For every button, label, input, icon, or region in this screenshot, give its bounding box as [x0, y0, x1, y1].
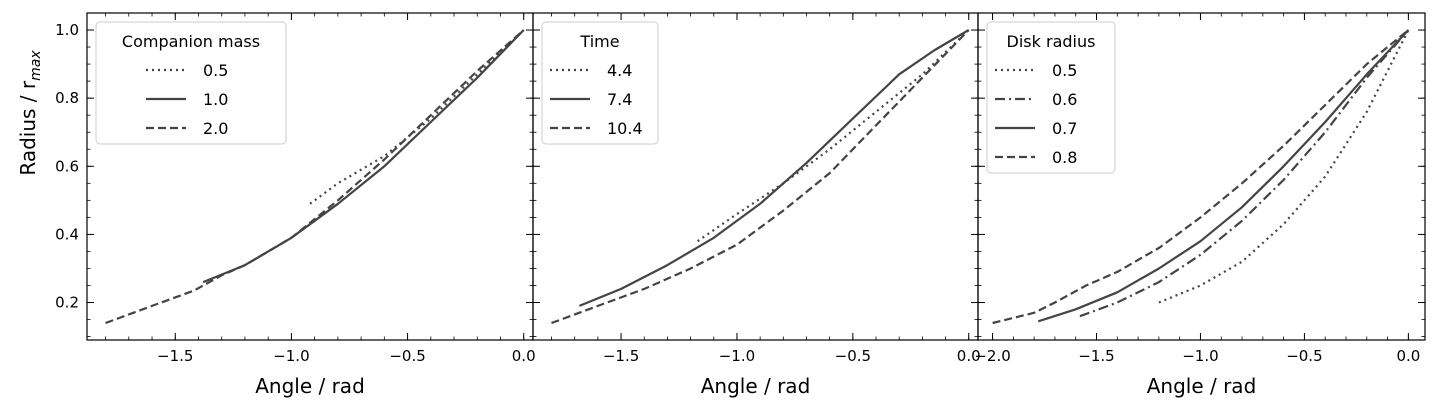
x-axis-title: Angle / rad — [701, 374, 811, 398]
series-line-2 — [105, 29, 525, 325]
x-tick-label: −1.0 — [273, 347, 309, 365]
x-tick-label: −0.5 — [389, 347, 425, 365]
y-tick-label: 0.8 — [55, 89, 79, 107]
legend-title: Companion mass — [122, 32, 260, 51]
legend-box — [95, 21, 287, 145]
y-axis-title-main: Radius / r — [16, 80, 40, 176]
legend-label-1: 0.6 — [1052, 90, 1077, 109]
x-tick-label: −2.0 — [974, 347, 1010, 365]
series-line-0 — [1158, 29, 1410, 304]
legend-box — [541, 21, 659, 145]
legend-title: Time — [579, 32, 619, 51]
y-tick-label: 0.6 — [55, 157, 79, 175]
series-line-0 — [696, 29, 970, 243]
plot-frame — [977, 12, 1426, 341]
y-tick-label: 0.4 — [55, 225, 79, 243]
y-axis-title-subscript: max — [28, 50, 44, 81]
legend-label-2: 0.7 — [1052, 119, 1077, 138]
x-axis-title: Angle / rad — [1147, 374, 1257, 398]
x-axis-title: Angle / rad — [255, 374, 365, 398]
x-tick-label: −0.5 — [1286, 347, 1322, 365]
legend-label-1: 1.0 — [203, 90, 228, 109]
x-tick-label: 0.0 — [957, 347, 981, 365]
panel-companion-mass: −1.5 −1.0 −0.5 0.0 0.2 0.4 0.6 0.8 1.0 Angle / ra… — [55, 12, 536, 398]
panel-time: −1.5 −1.0 −0.5 0.0 Angle / rad Time 4.4 7.4 10.4 — [532, 12, 981, 398]
series-line-0 — [309, 29, 525, 205]
panel-disk-radius: −2.0 −1.5 −1.0 −0.5 0.0 Angle / rad Disk radiu… — [974, 12, 1426, 398]
legend-label-2: 2.0 — [203, 119, 228, 138]
legend-label-3: 0.8 — [1052, 148, 1077, 167]
x-tick-label: −1.5 — [1078, 347, 1114, 365]
x-tick-label: 0.0 — [1396, 347, 1420, 365]
y-axis-title: Radius / rmax — [16, 50, 44, 176]
legend-label-2: 10.4 — [607, 119, 643, 138]
y-tick-label: 1.0 — [55, 21, 79, 39]
legend-label-0: 0.5 — [1052, 61, 1077, 80]
series-line-2 — [1037, 29, 1410, 323]
x-tick-label: −1.5 — [157, 347, 193, 365]
x-tick-label: −1.0 — [1182, 347, 1218, 365]
legend-label-0: 4.4 — [607, 61, 632, 80]
series-line-1 — [578, 29, 970, 307]
x-tick-label: −1.0 — [719, 347, 755, 365]
legend-title: Disk radius — [1007, 32, 1096, 51]
series-line-2 — [551, 29, 970, 325]
x-tick-label: −1.5 — [603, 347, 639, 365]
x-tick-label: 0.0 — [512, 347, 536, 365]
x-tick-label: −0.5 — [835, 347, 871, 365]
series-line-3 — [992, 29, 1410, 325]
series-line-1 — [1079, 29, 1410, 318]
legend-label-0: 0.5 — [203, 61, 228, 80]
legend-box — [986, 21, 1116, 174]
y-tick-label: 0.2 — [55, 294, 79, 312]
legend-label-1: 7.4 — [607, 90, 632, 109]
